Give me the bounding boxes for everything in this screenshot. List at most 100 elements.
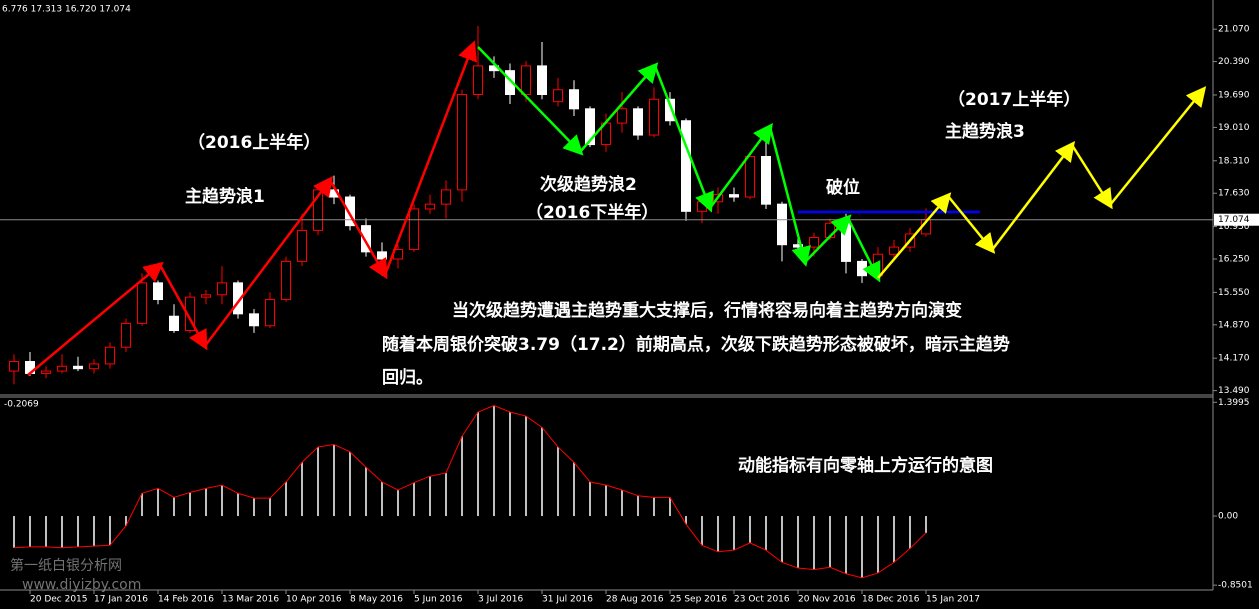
indicator-value: -0.2069	[4, 400, 39, 410]
x-tick-label: 10 Apr 2016	[286, 595, 342, 605]
candle-body	[857, 260, 867, 277]
x-tick-label: 25 Sep 2016	[670, 595, 727, 605]
candle-body	[889, 246, 899, 255]
y-tick-label: 14.870	[1218, 320, 1250, 330]
candle-body	[9, 361, 19, 372]
x-tick-label: 17 Jan 2016	[94, 595, 148, 605]
candle-body	[409, 208, 419, 250]
x-tick-label: 23 Oct 2016	[734, 595, 790, 605]
x-tick-label: 31 Jul 2016	[542, 595, 593, 605]
candle-body	[809, 237, 819, 248]
candle-body	[345, 196, 355, 227]
trend-red	[204, 176, 334, 347]
candle-body	[89, 363, 99, 370]
candle-body	[457, 94, 467, 191]
candle-body	[761, 155, 771, 205]
candle-body	[681, 120, 691, 212]
candle-body	[137, 282, 147, 324]
candle-body	[553, 89, 563, 103]
candle-body	[217, 282, 227, 296]
candle-body	[377, 251, 387, 260]
y-tick-label: 15.550	[1218, 288, 1250, 298]
x-tick-label: 3 Jul 2016	[478, 595, 523, 605]
y-tick-label: 19.010	[1218, 123, 1250, 133]
annotation: 破位	[826, 177, 860, 198]
ohlc-info: 6.776 17.313 16.720 17.074	[2, 5, 131, 15]
trend-drawings	[27, 40, 1207, 376]
trend-yellow	[1070, 144, 1113, 210]
x-tick-label: 8 May 2016	[350, 595, 403, 605]
candle-body	[505, 70, 515, 96]
candle-body	[569, 89, 579, 110]
last-price-box	[1214, 213, 1259, 226]
trend-green	[579, 62, 659, 153]
candle-body	[361, 225, 371, 253]
candle-body	[473, 65, 483, 96]
last-price-label: 17.074	[1218, 215, 1250, 225]
trend-red	[158, 264, 208, 351]
annotation: 次级趋势浪2	[540, 174, 637, 195]
trend-yellow	[1109, 86, 1207, 206]
y-tick-label: 16.250	[1218, 255, 1250, 265]
trend-green	[708, 122, 773, 209]
annotation: 主趋势浪3	[945, 121, 1025, 142]
y-tick-label: 14.170	[1218, 354, 1250, 364]
annotation: 随着本周银价突破3.79（17.2）前期高点，次级下跌趋势形态被破坏，暗示主趋势	[382, 334, 1010, 355]
annotation: 回归。	[382, 367, 433, 388]
candle-body	[441, 189, 451, 205]
x-tick-label: 18 Dec 2016	[862, 595, 920, 605]
candle-body	[281, 260, 291, 301]
x-tick-label: 28 Aug 2016	[606, 595, 664, 605]
x-tick-label: 13 Mar 2016	[222, 595, 279, 605]
x-tick-label: 14 Feb 2016	[158, 595, 214, 605]
candle-body	[41, 370, 51, 374]
trend-red	[27, 261, 164, 376]
candle-body	[777, 203, 787, 246]
candle-body	[201, 294, 211, 298]
x-tick-label: 5 Jun 2016	[414, 595, 463, 605]
candle-body	[105, 346, 115, 365]
candle-body	[841, 222, 851, 262]
trend-red	[383, 40, 477, 276]
trend-green	[804, 214, 852, 263]
trend-green	[653, 65, 714, 213]
annotation: 当次级趋势遭遇主趋势重大支撑后，行情将容易向着主趋势方向演变	[452, 300, 962, 321]
y-tick-label: 19.690	[1218, 90, 1250, 100]
y-tick-label: 16.930	[1218, 222, 1250, 232]
candle-body	[729, 194, 739, 198]
candle-body	[745, 155, 755, 198]
candle-body	[169, 315, 179, 332]
candle-body	[73, 365, 83, 370]
candle-body	[697, 201, 707, 212]
y-tick-label: 21.070	[1218, 25, 1250, 35]
x-tick-label: 15 Jan 2017	[926, 595, 980, 605]
candle-body	[633, 108, 643, 136]
trend-green	[768, 126, 811, 267]
candle-body	[425, 203, 435, 210]
y-tick-label: 17.630	[1218, 189, 1250, 199]
candle-body	[153, 282, 163, 301]
candle-body	[617, 108, 627, 124]
candle-body	[265, 299, 275, 327]
x-tick-label: 20 Nov 2016	[798, 595, 856, 605]
x-tick-label: 20 Dec 2015	[30, 595, 88, 605]
annotation: 动能指标有向零轴上方运行的意图	[738, 455, 993, 476]
candle-body	[521, 65, 531, 96]
candle-body	[649, 98, 659, 136]
annotation: （2017上半年）	[948, 89, 1080, 110]
candle-body	[537, 65, 547, 96]
trend-green	[477, 46, 584, 156]
indicator-panel: 1.3995 0.00 -0.8501 -0.2069	[4, 398, 1253, 591]
y-tick-label: 13.490	[1218, 386, 1250, 396]
indicator-line	[13, 404, 927, 579]
annotation: （2016下半年）	[526, 202, 658, 223]
candle-body	[665, 98, 675, 122]
watermark: www.diyizby.com	[22, 577, 141, 593]
trend-red	[328, 179, 388, 280]
candle-body	[233, 282, 243, 315]
trend-yellow	[877, 192, 952, 279]
y-tick-label: 1.3995	[1218, 398, 1250, 408]
